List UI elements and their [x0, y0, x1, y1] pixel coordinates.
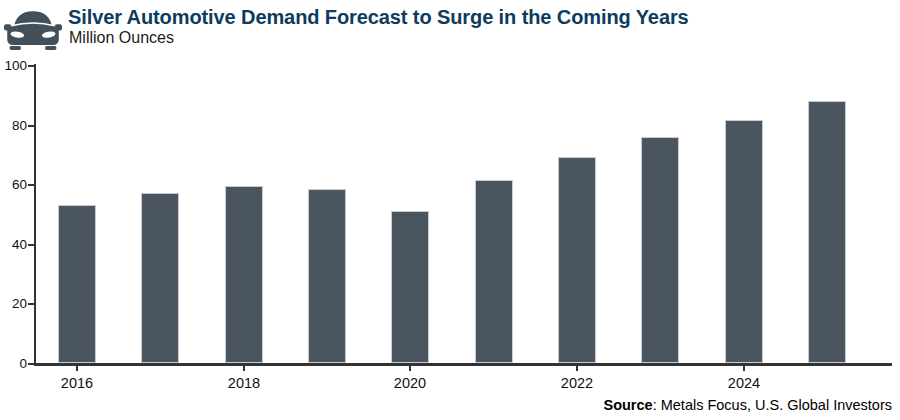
y-tick-label: 0 [0, 355, 27, 373]
y-axis-tick [28, 244, 34, 246]
chart-canvas: Silver Automotive Demand Forecast to Sur… [0, 0, 900, 420]
y-tick-label: 100 [0, 57, 27, 75]
bar-2018 [225, 186, 263, 363]
y-axis-tick [28, 65, 34, 67]
bar-2020 [391, 211, 429, 363]
x-axis-tick [409, 366, 411, 371]
bar-chart-plot: 0 20 40 60 80 100 2016 2018 2020 2022 2024 [0, 0, 900, 420]
y-axis-tick [28, 303, 34, 305]
x-tick-label: 2016 [47, 375, 107, 391]
y-tick-label: 80 [0, 117, 27, 135]
y-axis-tick [28, 184, 34, 186]
y-axis-tick [28, 125, 34, 127]
x-tick-label: 2022 [547, 375, 607, 391]
x-axis-tick [743, 366, 745, 371]
source-credit: Source: Metals Focus, U.S. Global Invest… [603, 397, 892, 413]
x-tick-label: 2018 [214, 375, 274, 391]
bar-2016 [58, 205, 96, 363]
source-label: Source [603, 397, 652, 413]
bar-2025 [808, 101, 846, 363]
y-axis-line [34, 64, 36, 366]
bar-2023 [641, 137, 679, 363]
source-text: : Metals Focus, U.S. Global Investors [653, 397, 892, 413]
x-tick-label: 2024 [714, 375, 774, 391]
y-tick-label: 60 [0, 176, 27, 194]
y-tick-label: 20 [0, 295, 27, 313]
x-axis-tick [576, 366, 578, 371]
y-tick-label: 40 [0, 236, 27, 254]
x-axis-tick [243, 366, 245, 371]
bar-2021 [475, 180, 513, 363]
bar-2024 [725, 120, 763, 363]
y-axis-tick [28, 363, 34, 365]
x-tick-label: 2020 [380, 375, 440, 391]
bar-2019 [308, 189, 346, 363]
bar-2017 [141, 193, 179, 363]
x-axis-tick [76, 366, 78, 371]
bar-2022 [558, 157, 596, 363]
x-axis-line [34, 363, 892, 366]
